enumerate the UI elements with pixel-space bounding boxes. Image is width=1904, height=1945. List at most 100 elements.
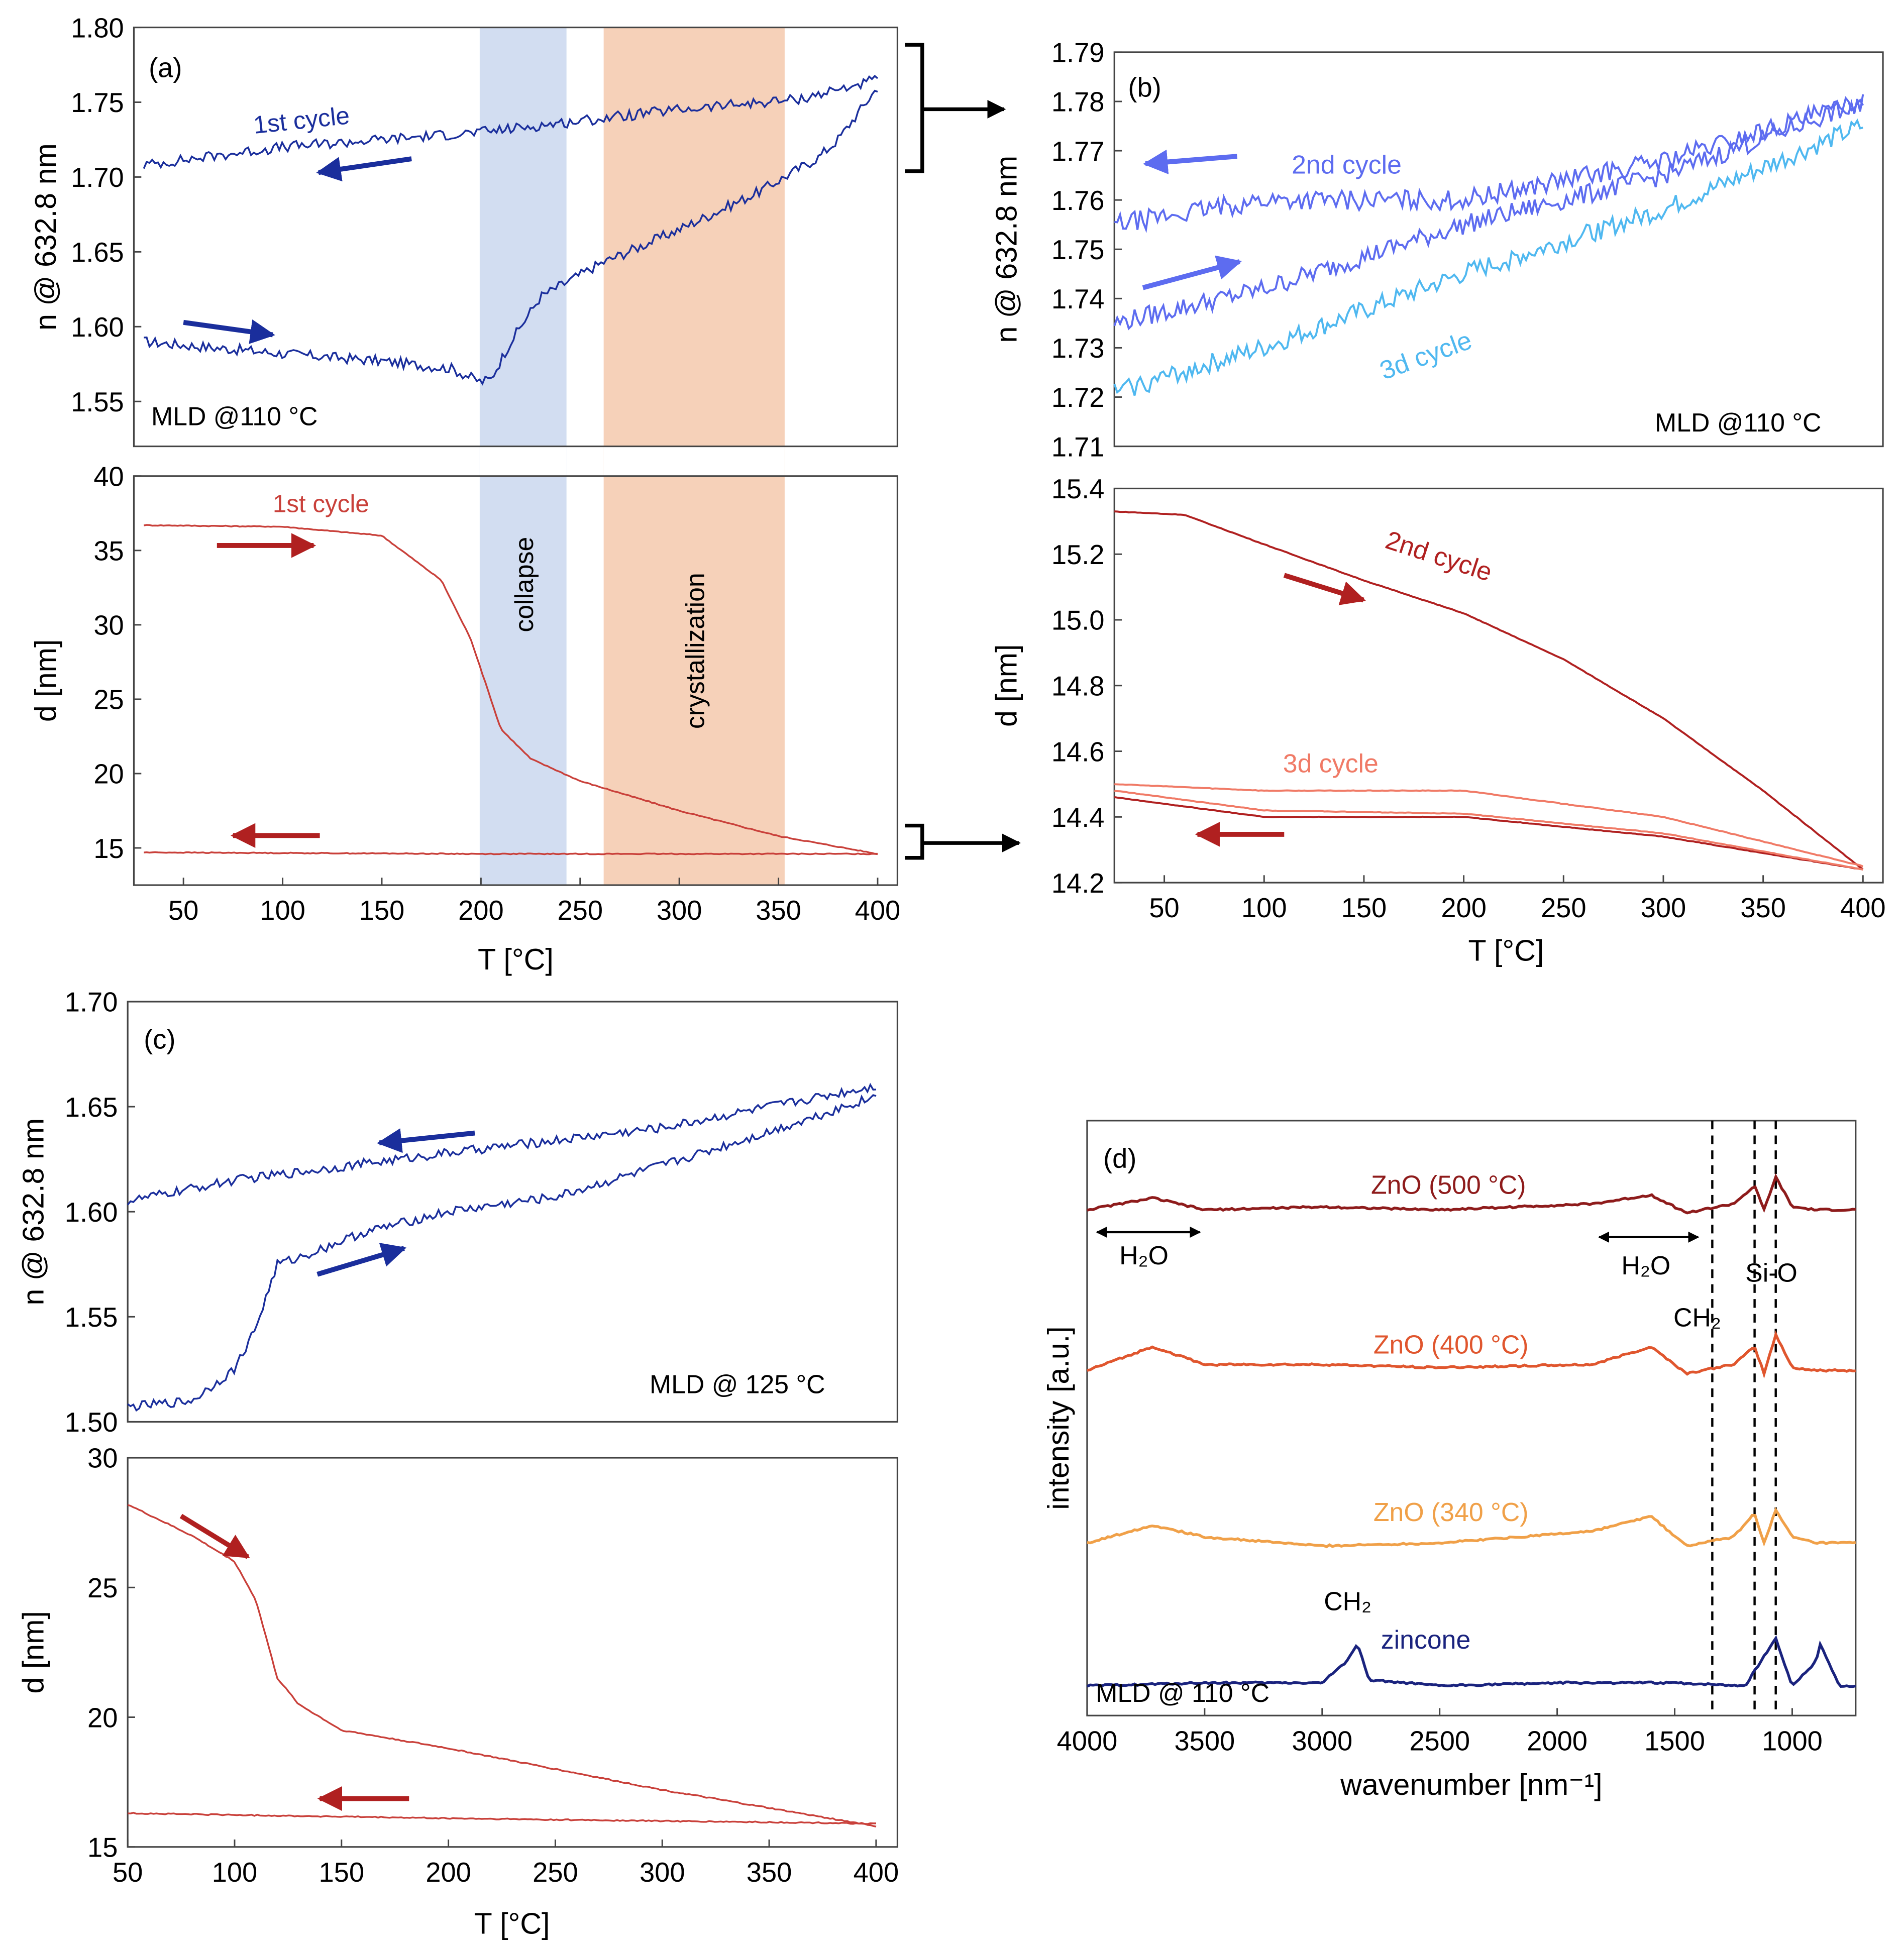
x-tick-label: 100 (260, 895, 305, 926)
x-axis-title: T [°C] (478, 942, 554, 976)
arrow (316, 156, 412, 182)
y-tick-label: 1.55 (71, 387, 124, 417)
series-line (1086, 1635, 1856, 1688)
x-tick-label: 250 (533, 1857, 578, 1888)
y-tick-label: 40 (93, 462, 124, 492)
series-line (144, 89, 878, 386)
y-axis-title: d [nm] (16, 1611, 50, 1694)
series-line (127, 1504, 877, 1828)
panel-d: 4000 3500 3000 2500 2000 1500 1000 (d) ZnO (50… (1041, 1120, 1857, 1801)
panel-a: 1.55 1.60 1.65 1.70 1.75 1.80 n @ 632.8 nm 15 2… (29, 13, 1021, 976)
x-tick-label: 200 (426, 1857, 471, 1888)
x-tick-label: 300 (640, 1857, 685, 1888)
x-tick-label: 1000 (1762, 1725, 1823, 1756)
y-tick-label: 1.71 (1051, 431, 1105, 462)
x-tick-label: 200 (458, 895, 504, 926)
y-tick-label: 1.65 (71, 237, 124, 268)
h2o-label: H₂O (1119, 1241, 1169, 1270)
series-line (1087, 1507, 1856, 1549)
x-tick-label: 3000 (1292, 1725, 1352, 1756)
arrow (1283, 573, 1366, 605)
x-tick-label: 100 (212, 1857, 258, 1888)
y-tick-label: 1.75 (71, 87, 124, 118)
x-tick-label: 400 (854, 1857, 899, 1888)
series-line (1087, 1330, 1856, 1379)
y-tick-label: 1.60 (65, 1197, 118, 1228)
y-tick-label: 14.8 (1051, 671, 1105, 702)
arrow (1143, 149, 1237, 174)
ch2-label: CH₂ (1673, 1303, 1721, 1332)
x-tick-label: 350 (1740, 893, 1786, 923)
y-tick-label: 20 (87, 1702, 118, 1733)
cycle-label: 2nd cycle (1292, 150, 1402, 179)
x-tick-label: 1500 (1644, 1725, 1705, 1756)
panel-label: (c) (144, 1024, 175, 1055)
mld-label: MLD @110 °C (151, 402, 318, 431)
panel-c: 1.50 1.55 1.60 1.65 1.70 n @ 632.8 nm 15 20 25 3… (16, 987, 899, 1940)
panel-label: (a) (149, 52, 182, 83)
plot-frame (133, 475, 899, 886)
y-tick-label: 1.77 (1051, 136, 1105, 167)
y-tick-label: 1.55 (65, 1302, 118, 1333)
series-line (143, 524, 878, 855)
y-tick-label: 1.60 (71, 312, 124, 343)
x-tick-label: 150 (359, 895, 405, 926)
y-axis-title: d [nm] (29, 639, 62, 722)
x-tick-label: 50 (113, 1857, 143, 1888)
y-tick-label: 1.76 (1051, 185, 1105, 216)
x-tick-label: 200 (1441, 893, 1487, 923)
y-axis-title: n @ 632.8 nm (29, 143, 62, 331)
sio-label: Si-O (1745, 1258, 1797, 1287)
y-axis-title: n @ 632.8 nm (989, 156, 1023, 343)
x-tick-label: 2000 (1527, 1725, 1588, 1756)
y-tick-label: 1.78 (1051, 87, 1105, 118)
x-tick-label: 100 (1241, 893, 1287, 923)
y-axis-title: intensity [a.u.] (1041, 1326, 1075, 1509)
y-tick-label: 1.72 (1051, 382, 1105, 413)
series-line (1087, 1173, 1856, 1215)
arrow (377, 1128, 475, 1153)
y-tick-label: 15 (87, 1832, 118, 1863)
series-line (144, 851, 878, 855)
y-axis-title: d [nm] (989, 644, 1023, 727)
x-tick-label: 250 (1541, 893, 1586, 923)
panel-label: (b) (1128, 72, 1161, 103)
zoom-bracket (905, 43, 924, 173)
cycle-label: 3d cycle (1376, 325, 1475, 385)
cycle-label: 1st cycle (252, 101, 351, 139)
cycle-label: 1st cycle (273, 490, 369, 517)
arrow (316, 1243, 407, 1277)
plot-frame (127, 1457, 899, 1848)
y-tick-label: 14.2 (1051, 868, 1105, 899)
plot-frame (1113, 51, 1884, 448)
x-tick-label: 300 (657, 895, 702, 926)
x-tick-label: 4000 (1057, 1725, 1118, 1756)
series-line (127, 1094, 877, 1412)
plot-frame (133, 26, 899, 448)
h2o-label: H₂O (1621, 1251, 1670, 1280)
mld-label: MLD @110 °C (1655, 408, 1821, 437)
y-tick-label: 35 (93, 536, 124, 567)
series-line (1114, 790, 1863, 871)
plot-frame (1113, 487, 1884, 884)
series-line (128, 1811, 876, 1825)
y-tick-label: 25 (93, 685, 124, 715)
series-line (1114, 783, 1864, 868)
x-tick-label: 350 (747, 1857, 792, 1888)
x-tick-label: 2500 (1409, 1725, 1470, 1756)
arrow (179, 1514, 250, 1559)
y-tick-label: 15.2 (1051, 539, 1105, 570)
series-label: ZnO (340 °C) (1373, 1497, 1529, 1527)
band-label-collapse: collapse (509, 537, 539, 632)
series-line (1114, 94, 1864, 234)
y-tick-label: 1.70 (65, 987, 118, 1018)
y-tick-label: 14.4 (1051, 802, 1105, 833)
y-tick-label: 1.65 (65, 1092, 118, 1123)
series-line (1114, 796, 1863, 871)
y-tick-label: 1.80 (71, 13, 124, 43)
x-axis-title: wavenumber [nm⁻¹] (1340, 1768, 1603, 1801)
plot-frame (1086, 1120, 1857, 1716)
y-tick-label: 1.50 (65, 1407, 118, 1438)
band-label-crystallization: crystallization (681, 573, 710, 729)
y-tick-label: 30 (93, 610, 124, 641)
